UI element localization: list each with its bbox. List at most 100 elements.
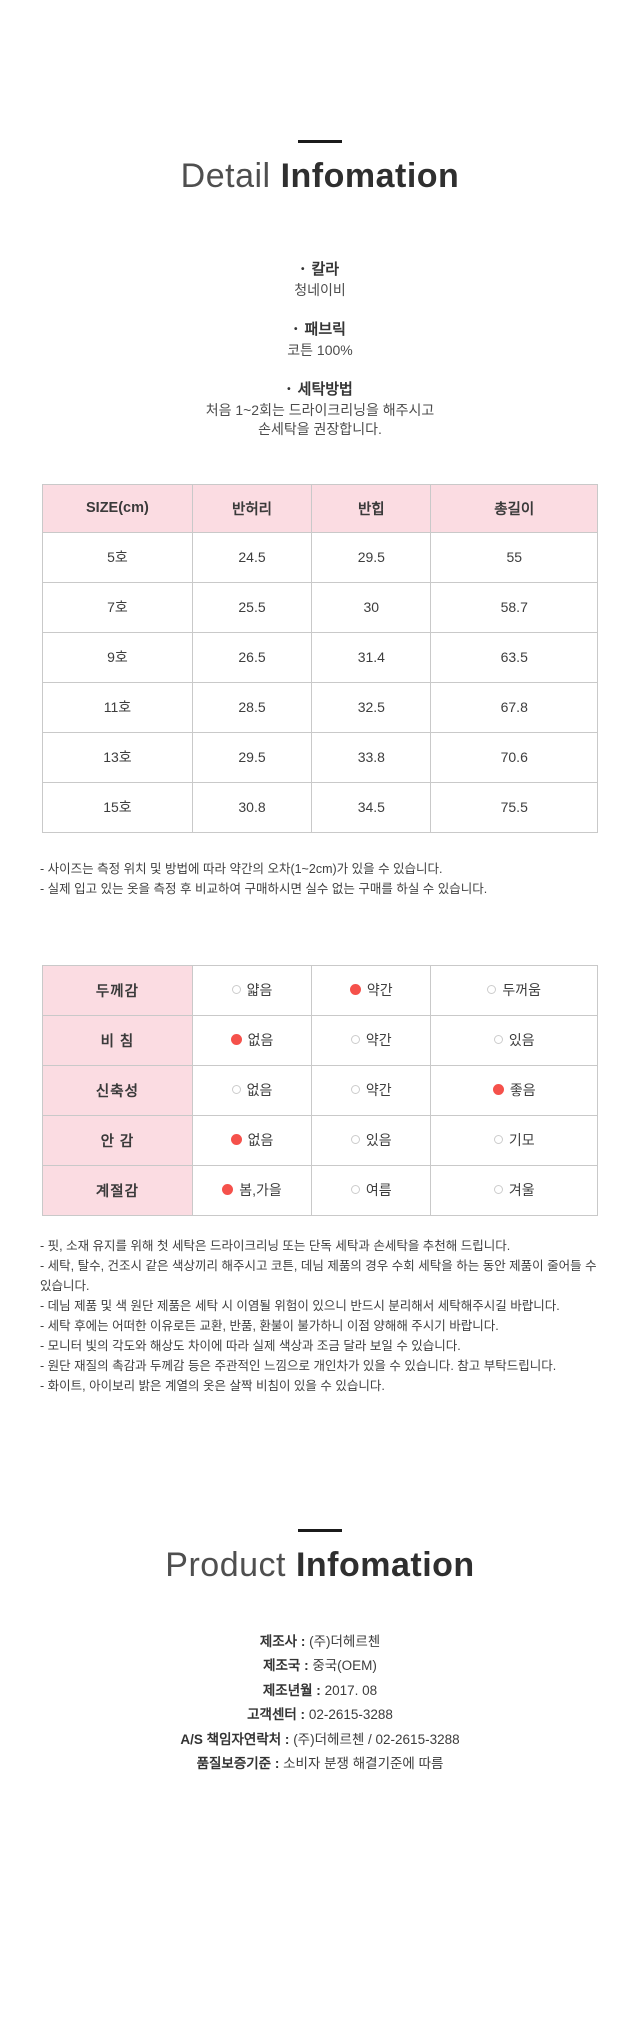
- info-value: 중국(OEM): [312, 1658, 377, 1674]
- bullet-icon: •: [287, 383, 291, 395]
- spec-label-text: 패브릭: [304, 320, 346, 338]
- attribute-option: 얇음: [191, 964, 313, 1016]
- size-table-header: SIZE(cm): [42, 483, 193, 533]
- size-cell: 67.8: [430, 681, 598, 733]
- product-info-row: 고객센터 : 02-2615-3288: [0, 1703, 640, 1728]
- care-notes: - 핏, 소재 유지를 위해 첫 세탁은 드라이크리닝 또는 단독 세탁과 손세…: [40, 1236, 600, 1396]
- attribute-option: 좋음: [430, 1064, 598, 1116]
- size-table: SIZE(cm) 반허리 반힙 총길이 5호 24.5 29.5 55 7호 2…: [42, 483, 598, 833]
- attribute-option: 없음: [191, 1064, 313, 1116]
- attribute-option-label: 없음: [247, 1032, 274, 1049]
- table-row: 15호 30.8 34.5 75.5: [42, 781, 598, 833]
- section-title-light: Product: [165, 1545, 286, 1584]
- info-label: A/S 책임자연락처 :: [180, 1731, 290, 1747]
- product-info-row: 제조사 : (주)더헤르첸: [0, 1630, 640, 1655]
- bullet-icon: •: [294, 323, 298, 335]
- note-line: - 세탁 후에는 어떠한 이유로든 교환, 반품, 환불이 불가하니 이점 양해…: [40, 1318, 499, 1333]
- radio-icon: [350, 1185, 360, 1195]
- attribute-option-label: 겨울: [508, 1182, 535, 1199]
- radio-icon: [487, 985, 497, 995]
- size-cell: 30: [311, 581, 432, 633]
- product-info-row: 품질보증기준 : 소비자 분쟁 해결기준에 따름: [0, 1752, 640, 1777]
- radio-icon: [493, 1185, 503, 1195]
- attribute-option-label: 봄,가을: [239, 1182, 282, 1199]
- product-specs: • 칼라 청네이비 • 패브릭 코튼 100% • 세탁방법 처음 1~2회는 드라이…: [0, 259, 640, 439]
- radio-icon: [493, 1035, 503, 1045]
- product-info-row: A/S 책임자연락처 : (주)더헤르첸 / 02-2615-3288: [0, 1728, 640, 1753]
- note-line: - 원단 재질의 촉감과 두께감 등은 주관적인 느낌으로 개인차가 있을 수 …: [40, 1358, 557, 1373]
- spec-value: 청네이비: [294, 281, 346, 298]
- size-cell: 26.5: [191, 631, 313, 683]
- table-row: 11호 28.5 32.5 67.8: [42, 681, 598, 733]
- note-line: - 데님 제품 및 색 원단 제품은 세탁 시 이염될 위험이 있으니 반드시 …: [40, 1298, 560, 1313]
- attribute-option-label: 두꺼움: [502, 982, 542, 999]
- section-title-bold: Infomation: [295, 1545, 475, 1584]
- size-cell: 70.6: [430, 731, 598, 783]
- size-cell: 30.8: [191, 781, 313, 833]
- size-cell: 13호: [42, 731, 193, 783]
- spec-value: 코튼 100%: [287, 341, 353, 358]
- attribute-option-label: 기모: [508, 1132, 535, 1149]
- size-cell: 29.5: [191, 731, 313, 783]
- info-label: 제조년월 :: [262, 1682, 321, 1698]
- spec-label: • 칼라: [0, 259, 640, 281]
- attribute-label: 계절감: [42, 1164, 193, 1216]
- radio-icon: [230, 1034, 242, 1046]
- attribute-option: 봄,가을: [191, 1164, 313, 1216]
- attribute-option-label: 약간: [365, 1032, 392, 1049]
- attribute-option: 두꺼움: [430, 964, 598, 1016]
- note-line: - 사이즈는 측정 위치 및 방법에 따라 약간의 오차(1~2cm)가 있을 …: [40, 861, 443, 876]
- table-row: 5호 24.5 29.5 55: [42, 531, 598, 583]
- size-cell: 63.5: [430, 631, 598, 683]
- radio-icon: [350, 1135, 360, 1145]
- product-info-row: 제조년월 : 2017. 08: [0, 1679, 640, 1704]
- attribute-option-label: 좋음: [509, 1082, 536, 1099]
- info-value: 소비자 분쟁 해결기준에 따름: [283, 1756, 444, 1772]
- attribute-row: 계절감 봄,가을 여름 겨울: [42, 1164, 598, 1216]
- attribute-label: 신축성: [42, 1064, 193, 1116]
- size-cell: 9호: [42, 631, 193, 683]
- note-line: - 모니터 빛의 각도와 해상도 차이에 따라 실제 색상과 조금 달라 보일 …: [40, 1338, 461, 1353]
- size-cell: 32.5: [311, 681, 432, 733]
- spec-value: 처음 1~2회는 드라이크리닝을 해주시고: [205, 401, 435, 418]
- info-label: 고객센터 :: [247, 1707, 306, 1723]
- radio-icon: [492, 1084, 504, 1096]
- detail-section-title: Detail Infomation: [0, 156, 640, 197]
- info-label: 제조국 :: [263, 1658, 309, 1674]
- spec-washing: • 세탁방법 처음 1~2회는 드라이크리닝을 해주시고 손세탁을 권장합니다.: [0, 379, 640, 439]
- size-cell: 7호: [42, 581, 193, 633]
- section-title-bold: Infomation: [280, 157, 460, 195]
- spec-label-text: 칼라: [311, 260, 340, 278]
- bullet-icon: •: [300, 263, 305, 275]
- attribute-option-label: 있음: [508, 1032, 535, 1049]
- spec-fabric: • 패브릭 코튼 100%: [0, 319, 640, 360]
- section-divider-dash: [298, 140, 342, 143]
- spec-label: • 패브릭: [0, 319, 640, 341]
- info-value: (주)더헤르첸: [309, 1633, 381, 1649]
- radio-icon: [230, 1134, 242, 1146]
- radio-icon: [493, 1135, 503, 1145]
- product-detail-page: Detail Infomation • 칼라 청네이비 • 패브릭 코튼 100% …: [0, 140, 640, 1777]
- spec-color: • 칼라 청네이비: [0, 259, 640, 300]
- attribute-option-label: 얇음: [246, 982, 273, 999]
- info-value: (주)더헤르첸 / 02-2615-3288: [293, 1731, 460, 1747]
- attribute-option: 없음: [191, 1114, 313, 1166]
- size-cell: 29.5: [311, 531, 432, 583]
- note-line: - 핏, 소재 유지를 위해 첫 세탁은 드라이크리닝 또는 단독 세탁과 손세…: [40, 1238, 511, 1253]
- attribute-option: 겨울: [430, 1164, 598, 1216]
- radio-icon: [222, 1184, 234, 1196]
- size-table-header-row: SIZE(cm) 반허리 반힙 총길이: [42, 483, 598, 533]
- spec-label-text: 세탁방법: [297, 380, 353, 398]
- product-info-list: 제조사 : (주)더헤르첸 제조국 : 중국(OEM) 제조년월 : 2017.…: [0, 1630, 640, 1777]
- info-value: 2017. 08: [324, 1682, 378, 1698]
- attribute-row: 두께감 얇음 약간 두꺼움: [42, 964, 598, 1016]
- attribute-option: 여름: [311, 1164, 432, 1216]
- section-title-light: Detail: [180, 157, 271, 195]
- attribute-option-label: 약간: [365, 1082, 392, 1099]
- note-line: - 세탁, 탈수, 건조시 같은 색상끼리 해주시고 코튼, 데님 제품의 경우…: [40, 1258, 597, 1293]
- attribute-option-label: 없음: [246, 1082, 273, 1099]
- note-line: - 실제 입고 있는 옷을 측정 후 비교하여 구매하시면 실수 없는 구매를 …: [40, 881, 488, 896]
- size-cell: 55: [430, 531, 598, 583]
- note-line: - 화이트, 아이보리 밝은 계열의 옷은 살짝 비침이 있을 수 있습니다.: [40, 1378, 385, 1393]
- radio-icon: [231, 1085, 241, 1095]
